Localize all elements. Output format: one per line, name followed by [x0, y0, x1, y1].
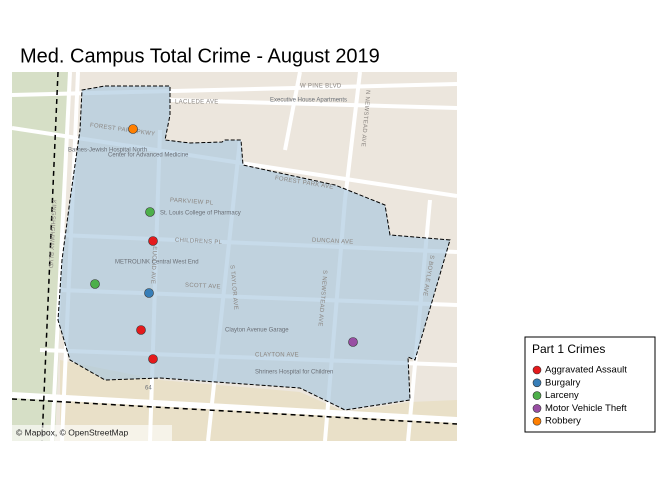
boundary-line [41, 72, 59, 441]
attribution: © Mapbox, © OpenStreetMap [16, 427, 128, 437]
street-label: CHILDRENS PL [175, 238, 223, 246]
legend-label: Aggravated Assault [545, 365, 627, 376]
boundary-line [12, 398, 457, 425]
crime-marker [136, 325, 146, 335]
legend: Part 1 Crimes Aggravated AssaultBurgalry… [524, 336, 656, 433]
building-label: St. Louis College of Pharmacy [160, 211, 241, 217]
street-label: S EUCLID AVE [149, 240, 157, 284]
legend-label: Burgalry [545, 377, 581, 388]
building-label: Executive House Apartments [270, 98, 347, 104]
street-label: KINGSHIGHWAY BLVD [47, 200, 57, 269]
building-label: Center for Advanced Medicine [108, 153, 189, 159]
street-label: N NEWSTEAD AVE [359, 90, 370, 147]
legend-swatch [532, 378, 542, 388]
street-label: S NEWSTEAD AVE [316, 270, 327, 327]
street-label: CLAYTON AVE [255, 353, 299, 359]
campus-area [57, 85, 451, 411]
legend-box [524, 336, 656, 433]
crime-marker [145, 207, 155, 217]
map-labels: FOREST PARK PKWY LACLEDE AVE W PINE BLVD… [47, 84, 435, 392]
map: FOREST PARK PKWY LACLEDE AVE W PINE BLVD… [12, 72, 457, 441]
highway-area [60, 360, 457, 441]
street-label: LACLEDE AVE [175, 100, 219, 106]
title: Med. Campus Total Crime - August 2019 [20, 45, 380, 67]
building-label: Barnes-Jewish Hospital North [68, 148, 147, 154]
crime-marker [128, 124, 138, 134]
legend-title: Part 1 Crimes [532, 342, 605, 356]
highway-shield: 64 [145, 386, 152, 392]
street-label: S TAYLOR AVE [228, 265, 238, 311]
attribution-bg [12, 425, 172, 441]
legend-swatch [532, 391, 542, 400]
legend-swatch [532, 416, 542, 426]
street-label: PARKVIEW PL [170, 198, 214, 207]
legend-label: Robbery [545, 416, 581, 427]
building-label: Clayton Avenue Garage [225, 328, 289, 334]
crime-markers [90, 124, 358, 364]
legend-swatch [532, 365, 542, 375]
crime-marker [348, 337, 358, 347]
crime-marker [144, 288, 154, 298]
building-label: METROLINK Central West End [115, 260, 199, 266]
legend-label: Motor Vehicle Theft [545, 403, 627, 414]
street-label: SCOTT AVE [185, 283, 221, 291]
legend-label: Larceny [545, 390, 579, 401]
legend-swatch [532, 404, 542, 413]
building-label: Shriners Hospital for Children [255, 370, 333, 376]
street-label: DUNCAN AVE [312, 238, 354, 246]
street-label: W PINE BLVD [300, 84, 342, 90]
crime-marker [148, 236, 158, 246]
crime-marker [148, 354, 158, 364]
crime-marker [90, 279, 100, 289]
